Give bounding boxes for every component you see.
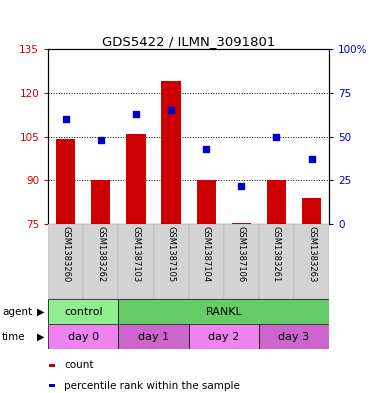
Bar bbox=[119, 299, 329, 324]
Bar bbox=[232, 222, 251, 224]
Bar bbox=[259, 224, 294, 299]
Bar bbox=[48, 324, 119, 349]
Bar bbox=[126, 134, 146, 224]
Text: GSM1383262: GSM1383262 bbox=[96, 226, 105, 283]
Text: GSM1383260: GSM1383260 bbox=[61, 226, 70, 283]
Bar bbox=[224, 224, 259, 299]
Bar bbox=[83, 224, 119, 299]
Text: GSM1387103: GSM1387103 bbox=[131, 226, 141, 283]
Point bbox=[98, 137, 104, 143]
Bar bbox=[49, 384, 55, 387]
Text: GSM1387106: GSM1387106 bbox=[237, 226, 246, 283]
Text: percentile rank within the sample: percentile rank within the sample bbox=[64, 380, 240, 391]
Bar bbox=[119, 324, 189, 349]
Bar bbox=[154, 224, 189, 299]
Point bbox=[238, 182, 244, 189]
Text: RANKL: RANKL bbox=[206, 307, 242, 316]
Text: ▶: ▶ bbox=[37, 307, 44, 316]
Bar bbox=[259, 324, 329, 349]
Bar bbox=[189, 324, 259, 349]
Text: control: control bbox=[64, 307, 102, 316]
Text: day 3: day 3 bbox=[278, 332, 310, 342]
Point bbox=[308, 156, 315, 162]
Text: GSM1383261: GSM1383261 bbox=[272, 226, 281, 283]
Bar bbox=[189, 224, 224, 299]
Text: ▶: ▶ bbox=[37, 332, 44, 342]
Point bbox=[168, 107, 174, 114]
Bar bbox=[48, 299, 119, 324]
Bar bbox=[294, 224, 329, 299]
Point bbox=[273, 133, 280, 140]
Point bbox=[63, 116, 69, 122]
Title: GDS5422 / ILMN_3091801: GDS5422 / ILMN_3091801 bbox=[102, 35, 275, 48]
Text: count: count bbox=[64, 360, 94, 371]
Text: day 2: day 2 bbox=[208, 332, 239, 342]
Point bbox=[203, 146, 209, 152]
Text: time: time bbox=[2, 332, 25, 342]
Text: day 1: day 1 bbox=[138, 332, 169, 342]
Bar bbox=[267, 180, 286, 224]
Bar bbox=[302, 198, 321, 224]
Text: GSM1383263: GSM1383263 bbox=[307, 226, 316, 283]
Bar bbox=[161, 81, 181, 224]
Text: GSM1387104: GSM1387104 bbox=[202, 226, 211, 283]
Bar bbox=[48, 224, 83, 299]
Bar bbox=[91, 180, 110, 224]
Text: day 0: day 0 bbox=[68, 332, 99, 342]
Bar bbox=[56, 140, 75, 224]
Bar bbox=[119, 224, 154, 299]
Text: GSM1387105: GSM1387105 bbox=[167, 226, 176, 283]
Text: agent: agent bbox=[2, 307, 32, 316]
Bar bbox=[197, 180, 216, 224]
Bar bbox=[49, 364, 55, 367]
Point bbox=[133, 111, 139, 117]
